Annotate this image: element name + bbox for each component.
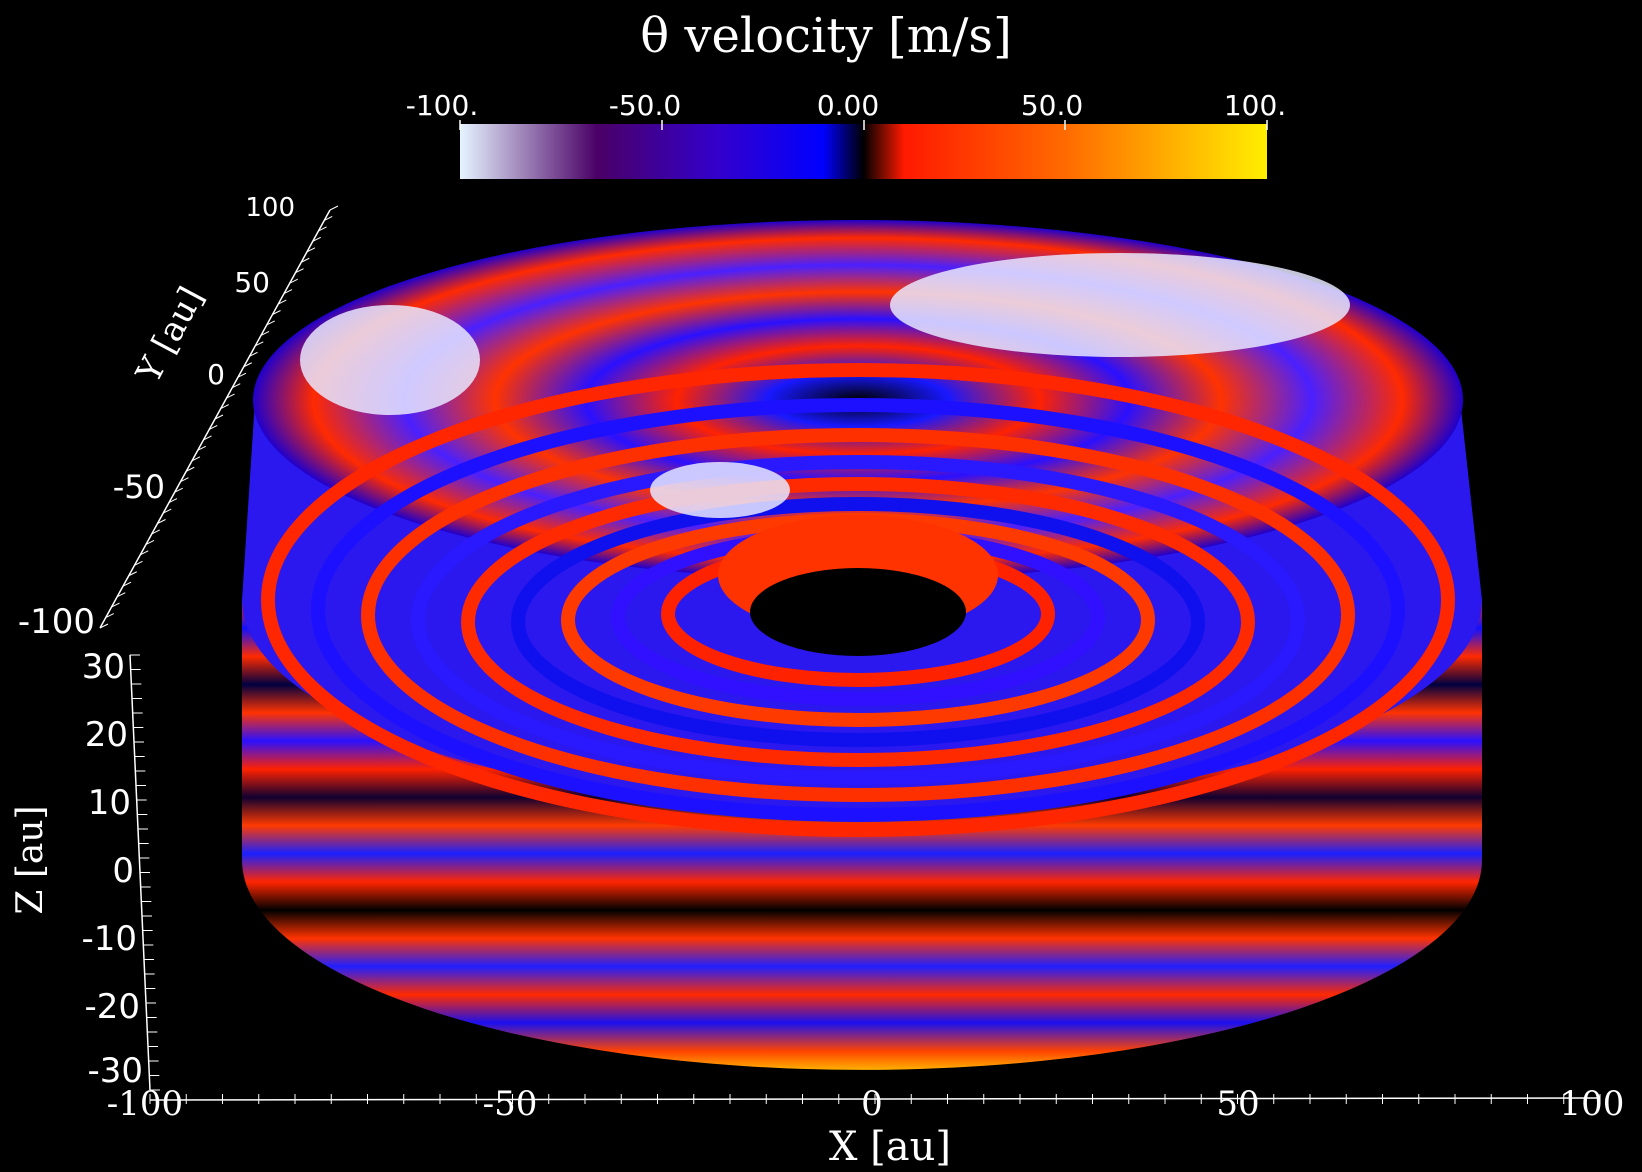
colorbar-tick-marks xyxy=(459,120,1268,130)
z-tick-label: 10 xyxy=(88,783,131,823)
colorbar-gradient xyxy=(460,124,1267,179)
axis-tick-mark xyxy=(318,226,327,232)
axis-tick-mark xyxy=(220,404,229,409)
axis-tick-mark xyxy=(301,257,310,263)
axis-tick-mark xyxy=(329,205,339,211)
y-tick-label: -100 xyxy=(18,602,95,642)
axis-tick-mark xyxy=(122,581,132,587)
axis-tick-mark xyxy=(306,247,316,253)
colorbar-tick-label: 0.00 xyxy=(817,89,879,122)
axis-tick-mark xyxy=(151,529,160,535)
axis-tick-mark xyxy=(191,456,201,462)
y-tick-label: -50 xyxy=(113,468,165,506)
axis-tick-mark xyxy=(163,508,172,514)
z-tick-label: 20 xyxy=(85,715,128,755)
axis-tick-mark xyxy=(157,519,166,524)
y-tick-label: 0 xyxy=(207,358,225,391)
axis-tick-mark xyxy=(278,299,287,305)
axis-tick-mark xyxy=(105,613,114,618)
axis-tick-mark xyxy=(140,550,149,556)
axis-tick-mark xyxy=(289,278,298,284)
y-tick-label: 100 xyxy=(245,193,295,223)
x-axis-label: X [au] xyxy=(829,1124,951,1170)
x-tick-label: 100 xyxy=(1560,1084,1625,1124)
disk-rings xyxy=(261,363,1455,837)
axis-tick-mark xyxy=(180,477,189,483)
axis-tick-mark xyxy=(203,435,212,441)
axis-tick-mark xyxy=(324,216,333,221)
disk-rendering xyxy=(242,220,1482,1070)
z-axis-label: Z [au] xyxy=(10,805,51,914)
axis-tick-mark xyxy=(266,320,275,326)
axis-tick-mark xyxy=(283,289,293,295)
disk-top-patches xyxy=(300,253,1350,518)
axis-tick-mark xyxy=(145,539,155,545)
axis-tick-mark xyxy=(226,393,235,399)
axis-tick-mark xyxy=(197,445,206,451)
axis-tick-mark xyxy=(134,560,143,566)
colorbar-tick-label: 100. xyxy=(1224,89,1286,122)
axis-tick-mark xyxy=(312,236,321,242)
axis-tick-mark xyxy=(255,341,264,347)
axis-tick-mark xyxy=(174,487,183,493)
axis-tick-mark xyxy=(249,351,258,357)
axis-tick-mark xyxy=(243,362,252,368)
axis-tick-mark xyxy=(186,466,195,472)
z-tick-label: -20 xyxy=(84,987,140,1027)
z-tick-label: -30 xyxy=(87,1051,143,1091)
axis-tick-mark xyxy=(295,268,304,274)
y-tick-label: 50 xyxy=(234,266,270,299)
z-tick-label: -10 xyxy=(81,919,137,959)
axis-minor-ticks xyxy=(99,205,1601,1104)
axis-tick-mark xyxy=(260,330,270,336)
z-tick-label: 30 xyxy=(82,647,125,687)
x-axis: -100 -50 0 50 100 X [au] xyxy=(107,1084,1625,1170)
axis-tick-mark xyxy=(209,425,218,430)
axis-tick-mark xyxy=(214,414,224,420)
axis-tick-mark xyxy=(237,372,247,378)
x-tick-label: -100 xyxy=(107,1084,183,1124)
z-axis: 30 20 10 0 -10 -20 -30 Z [au] xyxy=(10,647,151,1091)
colorbar-tick-label: -50.0 xyxy=(609,89,681,122)
colorbar-tick-label: -100. xyxy=(406,89,478,122)
colorbar-title: θ velocity [m/s] xyxy=(640,8,1012,64)
axis-tick-mark xyxy=(117,592,126,598)
disk-inner-hole xyxy=(750,568,966,656)
axis-tick-mark xyxy=(111,602,120,608)
colorbar-tick-label: 50.0 xyxy=(1021,89,1083,122)
axis-tick-mark xyxy=(272,310,281,315)
x-tick-label: 0 xyxy=(861,1084,883,1124)
y-axis-label: Y [au] xyxy=(128,280,212,390)
x-tick-label: -50 xyxy=(483,1084,538,1124)
axis-tick-mark xyxy=(168,498,178,504)
colorbar-ticks: -100. -50.0 0.00 50.0 100. xyxy=(406,89,1286,122)
axis-tick-mark xyxy=(128,571,137,577)
z-tick-label: 0 xyxy=(112,851,134,891)
axis-tick-mark xyxy=(232,383,241,389)
axis-tick-mark xyxy=(99,623,109,629)
